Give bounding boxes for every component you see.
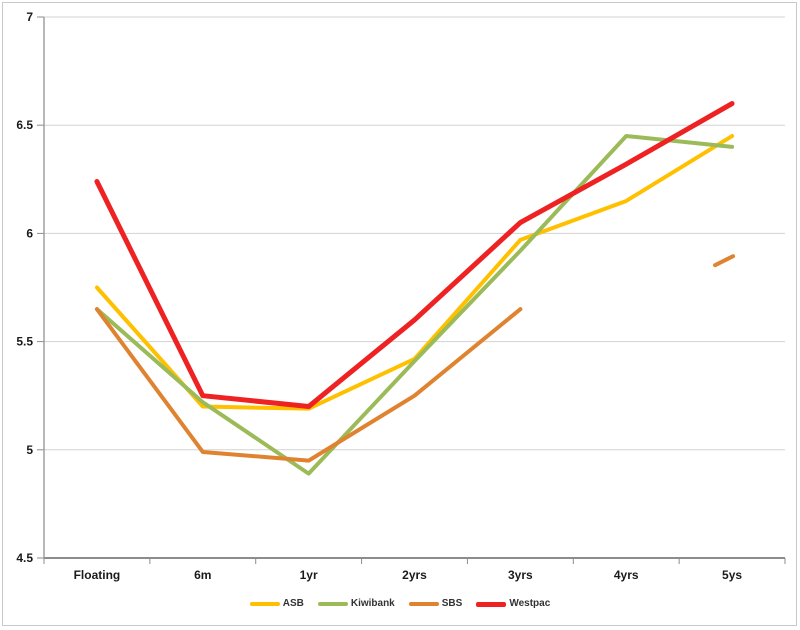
legend-item-kiwibank: Kiwibank (317, 598, 395, 609)
legend-label-westpac: Westpac (509, 598, 551, 609)
series-line-asb (94, 134, 735, 411)
legend-label-asb: ASB (282, 598, 304, 609)
series-line-westpac (94, 101, 735, 410)
series-line-sbs (94, 307, 523, 463)
y-axis-label: 5.5 (16, 335, 33, 349)
y-axis-label: 4.5 (16, 551, 33, 565)
x-axis-label-5ys: 5ys (722, 568, 742, 582)
legend-swatch-westpac (476, 601, 507, 607)
series-line-kiwibank (94, 134, 735, 476)
x-axis-label-1yr: 1yr (300, 568, 318, 582)
legend-item-westpac: Westpac (476, 599, 550, 609)
legend-item-asb: ASB (249, 598, 304, 609)
chart-legend: ASB Kiwibank SBS Westpac (0, 595, 800, 613)
legend-swatch-asb (249, 602, 280, 606)
y-axis-label: 7 (26, 10, 33, 24)
x-axis-label-2yrs: 2yrs (402, 568, 427, 582)
series-point-sbs (713, 254, 736, 268)
legend-swatch-kiwibank (317, 602, 348, 606)
legend-swatch-sbs (408, 602, 439, 606)
x-axis-label-4yrs: 4yrs (614, 568, 639, 582)
y-axis-label: 6 (26, 226, 33, 240)
legend-label-kiwibank: Kiwibank (350, 598, 395, 609)
y-axis-label: 5 (26, 443, 33, 457)
legend-label-sbs: SBS (441, 598, 463, 609)
x-axis-label-6m: 6m (194, 568, 211, 582)
y-axis-label: 6.5 (16, 118, 33, 132)
x-axis-label-floating: Floating (74, 568, 121, 582)
legend-item-sbs: SBS (408, 598, 463, 609)
x-axis-label-3yrs: 3yrs (508, 568, 533, 582)
